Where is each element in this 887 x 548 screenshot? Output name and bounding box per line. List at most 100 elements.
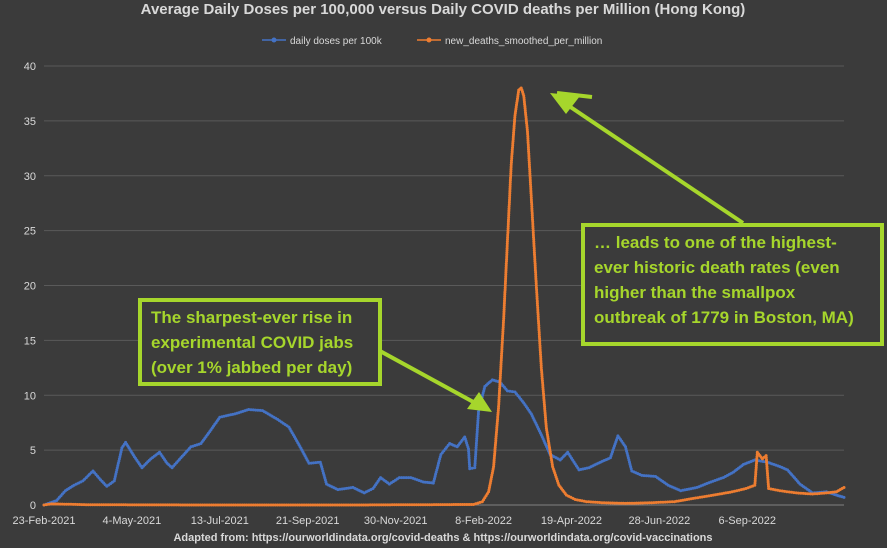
series-1-point xyxy=(496,411,500,415)
y-axis-ticks: 0 5 10 15 20 25 30 35 40 xyxy=(24,61,36,512)
series-1-point xyxy=(157,503,161,507)
series-1-point xyxy=(507,205,511,208)
series-1-point xyxy=(641,501,645,505)
series-1-point xyxy=(450,503,453,507)
series-0-point xyxy=(470,466,474,470)
series-1-point xyxy=(497,406,500,410)
series-1-point xyxy=(617,501,621,505)
series-1-point xyxy=(247,503,251,507)
series-1-point xyxy=(500,349,504,353)
series-1-point xyxy=(754,472,758,476)
series-1-point xyxy=(269,503,273,507)
series-0-point xyxy=(256,408,260,412)
series-1-point xyxy=(549,454,553,458)
series-0-point xyxy=(474,441,478,445)
series-1-point xyxy=(527,150,531,154)
series-1-point xyxy=(282,503,286,507)
legend-dot-deaths xyxy=(426,37,432,43)
series-1-point xyxy=(755,457,759,461)
series-1-point xyxy=(539,353,542,356)
series-1-point xyxy=(240,503,244,507)
series-1-point xyxy=(654,501,658,504)
series-1-point xyxy=(598,501,602,504)
series-1-point xyxy=(537,324,541,327)
series-1-point xyxy=(508,187,512,191)
series-1-point xyxy=(419,503,423,507)
series-1-point xyxy=(540,370,544,374)
series-1-point xyxy=(348,503,352,507)
series-1-point xyxy=(794,491,798,495)
series-1-point xyxy=(106,503,110,507)
y-tick-label: 35 xyxy=(24,116,36,128)
series-1-point xyxy=(113,503,117,507)
series-1-point xyxy=(528,176,532,180)
series-1-point xyxy=(539,364,543,368)
series-1-point xyxy=(509,165,513,169)
series-1-point xyxy=(533,253,536,257)
series-1-point xyxy=(504,275,508,279)
series-0-point xyxy=(642,474,646,478)
series-0-point xyxy=(475,434,479,438)
series-1-point xyxy=(249,503,253,507)
series-1-point xyxy=(526,132,530,136)
series-1-point xyxy=(765,469,769,473)
series-1-point xyxy=(531,229,535,233)
series-1-point xyxy=(527,163,531,167)
series-1-point xyxy=(461,503,464,506)
series-1-point xyxy=(146,503,150,507)
series-1-point xyxy=(509,172,513,176)
series-1-point xyxy=(42,503,46,507)
series-1-point xyxy=(533,264,537,268)
series-1-point xyxy=(742,487,746,491)
series-1-point xyxy=(766,473,770,477)
series-1-point xyxy=(537,332,541,336)
series-1-point xyxy=(465,503,469,506)
series-0-point xyxy=(473,463,477,467)
series-1-point xyxy=(532,251,536,255)
series-0-point xyxy=(476,421,480,425)
series-1-point xyxy=(754,464,758,467)
source-caption: Adapted from: https://ourworldindata.org… xyxy=(173,532,712,544)
series-1-point xyxy=(539,355,543,359)
series-1-point xyxy=(534,270,538,274)
series-1-point xyxy=(539,361,543,365)
legend-dot-doses xyxy=(271,37,277,43)
series-1-point xyxy=(493,452,497,456)
series-1-point xyxy=(533,259,537,263)
series-1-point xyxy=(621,501,625,505)
series-1-point xyxy=(159,503,163,507)
series-1-point xyxy=(542,398,546,402)
series-1-point xyxy=(494,432,498,436)
series-1-point xyxy=(406,503,410,507)
series-1-point xyxy=(214,503,218,507)
series-1-point xyxy=(820,491,824,495)
series-1-point xyxy=(533,257,537,261)
x-axis-ticks: 23-Feb-2021 4-May-2021 13-Jul-2021 21-Sep-2… xyxy=(13,515,777,527)
series-1-point xyxy=(626,501,630,505)
series-1-point xyxy=(527,147,530,151)
series-1-point xyxy=(530,216,534,219)
series-1-point xyxy=(501,330,505,334)
series-0-point xyxy=(254,408,258,412)
series-1-point xyxy=(755,459,759,463)
y-tick-label: 30 xyxy=(24,171,36,183)
series-1-point xyxy=(531,220,535,224)
series-1-point xyxy=(526,141,530,145)
series-1-point xyxy=(69,502,73,506)
series-1-point xyxy=(499,365,503,369)
series-1-point xyxy=(534,275,538,279)
series-1-point xyxy=(498,380,502,384)
series-1-point xyxy=(524,115,528,119)
series-1-point xyxy=(754,470,758,474)
series-0-point xyxy=(258,408,262,412)
series-1-point xyxy=(526,145,530,149)
series-1-point xyxy=(379,503,383,507)
series-1-point xyxy=(663,500,667,504)
series-1-point xyxy=(381,503,385,507)
series-1-point xyxy=(530,211,534,215)
series-1-point xyxy=(373,503,377,507)
series-1-point xyxy=(801,491,805,495)
series-0-point xyxy=(467,447,470,451)
series-1-point xyxy=(535,295,539,299)
series-1-point xyxy=(505,259,508,263)
